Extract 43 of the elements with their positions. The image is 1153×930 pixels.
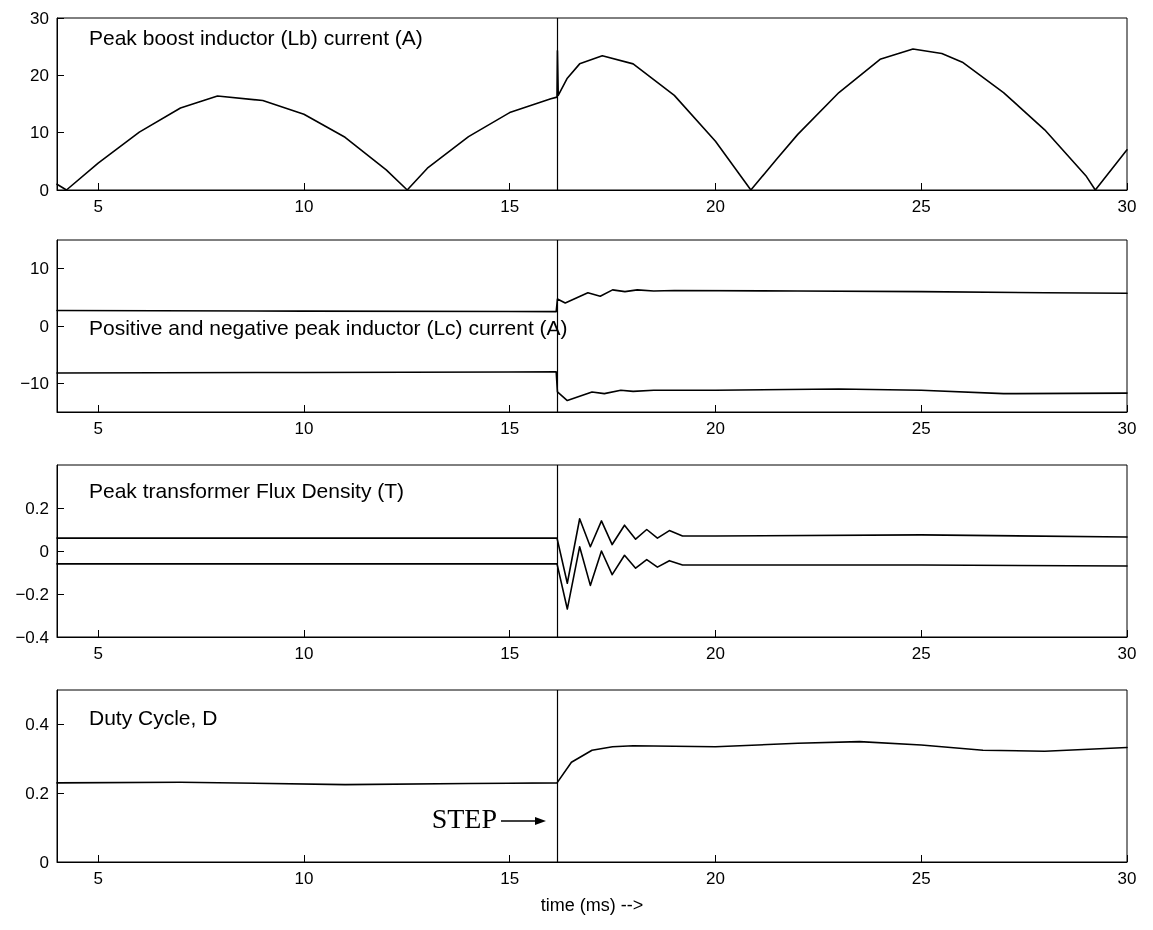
x-tick-label: 5 <box>93 644 103 663</box>
x-tick-label: 25 <box>911 419 931 438</box>
y-tick-label: 0 <box>39 316 49 336</box>
x-tick-label: 20 <box>706 644 725 663</box>
y-tick-label: 10 <box>30 259 49 279</box>
text: Duty Cycle, D <box>89 706 218 729</box>
x-tick-label: 30 <box>1117 644 1137 663</box>
x-tick-label: 15 <box>500 419 520 438</box>
y-tick-label: 10 <box>30 123 49 143</box>
x-tick-label: 5 <box>93 419 103 438</box>
chart-title: Peak boost inductor (Lb) current (A) <box>89 26 423 49</box>
x-tick-label: 10 <box>294 197 314 216</box>
x-tick-label: 15 <box>500 644 520 663</box>
y-tick-label: −10 <box>20 373 49 393</box>
x-tick-label: 25 <box>911 869 931 888</box>
text: Peak transformer Flux Density (T) <box>89 479 405 502</box>
x-tick-label: 5 <box>93 869 103 888</box>
x-tick-label: 10 <box>294 419 314 438</box>
x-tick-label: 20 <box>706 197 725 216</box>
y-tick-label: 0.2 <box>25 498 49 518</box>
x-tick-label: 15 <box>500 869 520 888</box>
x-tick-label: 25 <box>911 197 931 216</box>
y-tick-label: 0 <box>39 541 49 561</box>
x-tick-label: 10 <box>294 869 314 888</box>
x-tick-label: 10 <box>294 644 314 663</box>
y-tick-label: −0.4 <box>15 627 49 647</box>
x-tick-label: 15 <box>500 197 520 216</box>
y-tick-label: 0.2 <box>25 783 49 803</box>
x-tick-label: 25 <box>911 644 931 663</box>
x-tick-label: 30 <box>1117 419 1137 438</box>
y-tick-label: 0.4 <box>25 714 49 734</box>
x-tick-label: 20 <box>706 419 725 438</box>
y-tick-label: 30 <box>30 8 49 28</box>
x-axis-title: time (ms) --> <box>540 895 644 915</box>
x-tick-label: 30 <box>1117 869 1137 888</box>
x-tick-label: 30 <box>1117 197 1137 216</box>
y-tick-label: 20 <box>30 65 49 85</box>
x-tick-label: 5 <box>93 197 103 216</box>
y-tick-label: −0.2 <box>15 584 49 604</box>
x-tick-label: 20 <box>706 869 725 888</box>
y-tick-label: 0 <box>39 180 49 200</box>
y-tick-label: 0 <box>39 852 49 872</box>
annotation: STEP <box>431 803 498 835</box>
